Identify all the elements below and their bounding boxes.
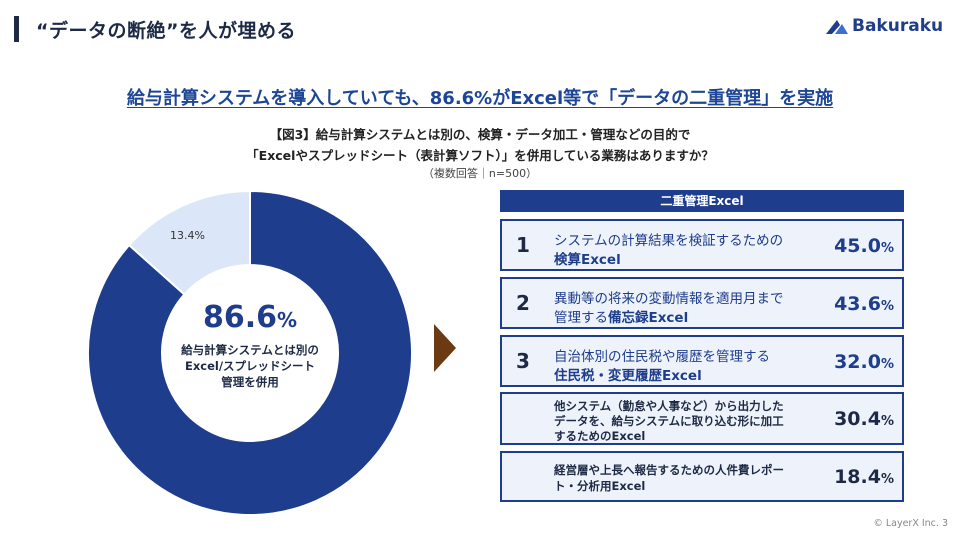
item-line-2: データを、給与システムに取り込む形に加工 (554, 414, 784, 428)
panel-header: 二重管理Excel (500, 190, 904, 212)
donut-center-label-2: Excel/スプレッドシート (184, 359, 316, 373)
item-line-1: システムの計算結果を検証するための (554, 233, 784, 249)
item-value: 30.4% (834, 408, 894, 430)
list-item: 2 異動等の将来の変動情報を適用月まで 管理する備忘録Excel 43.6% (500, 277, 904, 329)
item-line-2: 検算Excel (554, 248, 621, 268)
item-highlight: 備忘録Excel (608, 310, 689, 326)
donut-center-number: 86.6 (202, 300, 277, 335)
logo-text: Bakuraku (852, 16, 944, 36)
donut-small-slice-label: 13.4% (170, 229, 205, 242)
item-rank: 3 (516, 349, 530, 373)
question-line-2: 「Excelやスプレッドシート（表計算ソフト）」を併用している業務はありますか？ (246, 148, 714, 163)
brand-logo: Bakuraku (826, 16, 943, 36)
item-value: 18.4% (834, 466, 894, 488)
item-line-2: 管理する備忘録Excel (554, 310, 689, 326)
item-line-2: ト・分析用Excel (554, 479, 646, 493)
list-item: 他システム（勤怠や人事など）から出力した データを、給与システムに取り込む形に加… (500, 392, 904, 445)
item-highlight: 住民税・変更履歴Excel (554, 368, 702, 384)
donut-center-value: 86.6% (160, 300, 340, 335)
item-line-2: 住民税・変更履歴Excel (554, 364, 702, 384)
headline-text: 給与計算システムを導入していても、86.6%がExcel等で「データの二重管理」… (126, 88, 834, 109)
item-line-1: 自治体別の住民税や履歴を管理する (554, 349, 770, 365)
item-value: 43.6% (834, 293, 894, 315)
donut-center-label-3: 管理を併用 (221, 375, 279, 389)
donut-center-label-1: 給与計算システムとは別の (181, 343, 319, 357)
donut-center-unit: % (276, 308, 298, 332)
list-item: 1 システムの計算結果を検証するための 検算Excel 45.0% (500, 219, 904, 271)
donut-chart (87, 189, 413, 516)
page-title: “データの断絶”を人が埋める (36, 20, 296, 42)
question-note: （複数回答｜n=500） (422, 167, 538, 180)
header-accent-bar (14, 16, 19, 42)
item-line-3: するためのExcel (554, 429, 646, 443)
donut-slice-main (87, 189, 413, 516)
item-line-1: 異動等の将来の変動情報を適用月まで (554, 291, 784, 307)
logo-mark-icon (826, 20, 848, 34)
list-item: 経営層や上長へ報告するための人件費レポー ト・分析用Excel 18.4% (500, 451, 904, 502)
donut-slice-other (127, 189, 251, 296)
arrow-right-icon (434, 324, 456, 372)
item-value: 32.0% (834, 351, 894, 373)
item-rank: 1 (516, 233, 530, 257)
item-rank: 2 (516, 291, 530, 315)
list-item: 3 自治体別の住民税や履歴を管理する 住民税・変更履歴Excel 32.0% (500, 335, 904, 387)
footer-copyright: © LayerX Inc. 3 (873, 518, 948, 529)
item-line-1: 他システム（勤怠や人事など）から出力した (554, 399, 784, 413)
item-highlight: 検算Excel (554, 252, 621, 268)
item-value: 45.0% (834, 235, 894, 257)
question-line-1: 【図3】給与計算システムとは別の、検算・データ加工・管理などの目的で (269, 127, 691, 142)
item-line-1: 経営層や上長へ報告するための人件費レポー (554, 463, 784, 477)
headline: 給与計算システムを導入していても、86.6%がExcel等で「データの二重管理」… (0, 84, 960, 110)
